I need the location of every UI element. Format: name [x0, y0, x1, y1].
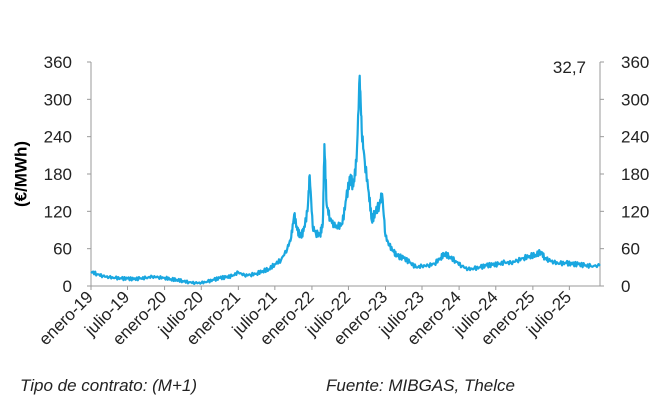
y-tick-label-left: 300: [44, 90, 72, 109]
y-tick-label-right: 360: [621, 53, 649, 72]
y-tick-label-right: 60: [621, 240, 640, 259]
series-line-mibgas-price: [90, 74, 601, 286]
contract-type-note: Tipo de contrato: (M+1): [20, 376, 198, 395]
y-tick-label-left: 180: [44, 165, 72, 184]
y-tick-label-left: 0: [63, 277, 72, 296]
y-axis-left: 0 60 120 180 240 300 360: [44, 53, 91, 296]
gas-price-chart: 0 60 120 180 240 300 360 0 60 120 180 240 300 360 en…: [11, 53, 649, 349]
x-axis: enero-19julio-19enero-20julio-20enero-21…: [35, 286, 575, 349]
y-tick-label-right: 120: [621, 202, 649, 221]
y-tick-label-right: 180: [621, 165, 649, 184]
y-axis-right: 0 60 120 180 240 300 360: [600, 53, 649, 296]
y-tick-label-left: 240: [44, 128, 72, 147]
y-tick-label-left: 360: [44, 53, 72, 72]
source-note: Fuente: MIBGAS, Thelce: [326, 376, 515, 395]
y-tick-label-right: 0: [621, 277, 630, 296]
x-tick-label: enero-19: [35, 287, 97, 349]
last-value-label: 32,7: [553, 58, 586, 77]
y-tick-label-right: 240: [621, 128, 649, 147]
y-tick-label-left: 120: [44, 202, 72, 221]
y-tick-label-left: 60: [53, 240, 72, 259]
y-tick-label-right: 300: [621, 90, 649, 109]
y-axis-title: (€/MWh): [11, 141, 30, 207]
